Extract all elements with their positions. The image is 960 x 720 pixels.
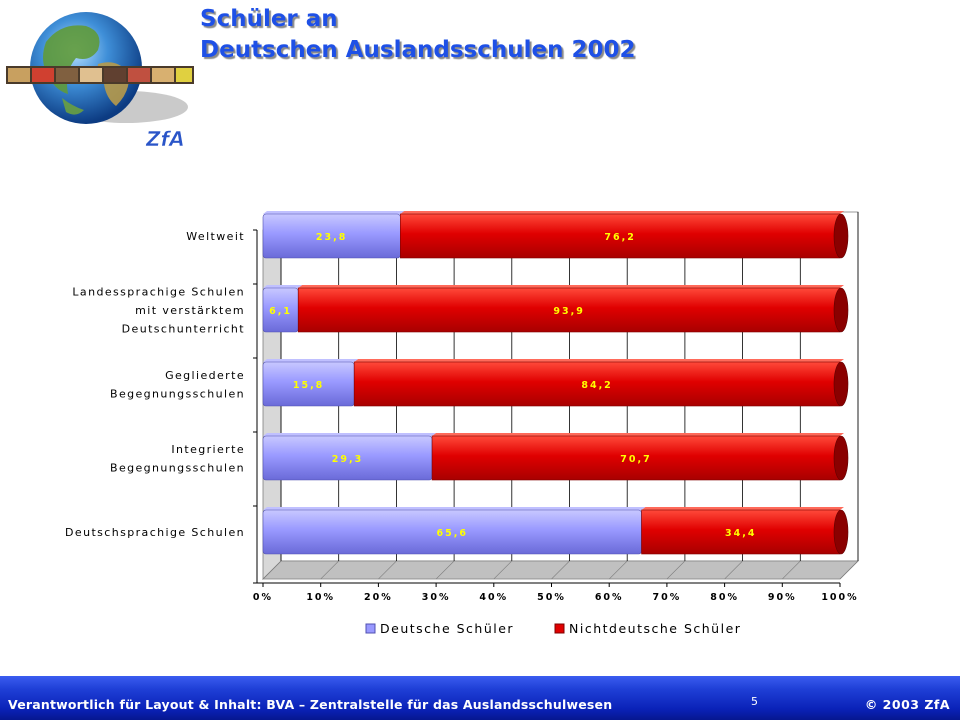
- x-tick-label: 70%: [653, 592, 682, 603]
- x-tick-label: 80%: [710, 592, 739, 603]
- copyright-text: © 2003 ZfA: [864, 697, 950, 712]
- data-label-deutsche: 29,3: [332, 454, 363, 465]
- floor-gridline: [378, 560, 397, 580]
- bar-top-deutsche: [263, 507, 646, 510]
- bar-end-cap: [833, 435, 849, 481]
- category-label: Deutschunterricht: [122, 323, 245, 336]
- category-label: Weltweit: [186, 230, 245, 243]
- x-tick-label: 20%: [364, 592, 393, 603]
- data-label-nichtdeutsche: 70,7: [620, 454, 651, 465]
- page-title-line-2: Deutschen Auslandsschulen 2002: [200, 37, 636, 63]
- logo-text: ZfA: [145, 127, 185, 151]
- bar-top-deutsche: [263, 211, 405, 214]
- x-tick-label: 90%: [768, 592, 797, 603]
- bar-end-cap: [833, 361, 849, 407]
- bar-nichtdeutsche: [297, 287, 841, 333]
- x-tick-label: 100%: [821, 592, 858, 603]
- legend-deutsche-swatch: [365, 623, 376, 634]
- x-tick-label: 50%: [537, 592, 566, 603]
- legend-deutsche-label: Deutsche Schüler: [380, 621, 514, 636]
- bar-nichtdeutsche: [353, 361, 841, 407]
- floor-gridline: [839, 560, 859, 580]
- category-label: mit verstärktem: [135, 304, 245, 317]
- bar-top-deutsche: [263, 285, 303, 288]
- category-label: Landessprachige Schulen: [72, 286, 245, 299]
- page-title: Schüler an Deutschen Auslandsschulen 200…: [200, 4, 635, 66]
- chart-legend: Deutsche Schüler Nichtdeutsche Schüler: [365, 621, 741, 636]
- bar-nichtdeutsche: [400, 213, 841, 259]
- data-label-nichtdeutsche: 76,2: [604, 232, 635, 243]
- bar-end-cap: [833, 213, 849, 259]
- legend-nichtdeutsche-label: Nichtdeutsche Schüler: [569, 621, 741, 636]
- data-label-deutsche: 65,6: [437, 528, 468, 539]
- floor-gridline: [608, 560, 628, 580]
- category-label: Integrierte: [171, 443, 245, 456]
- bar-nichtdeutsche: [641, 509, 841, 555]
- category-label: Begegnungsschulen: [110, 387, 245, 400]
- floor-gridline: [551, 560, 570, 580]
- footer-bar: Verantwortlich für Layout & Inhalt: BVA …: [0, 676, 960, 720]
- bar-end-cap: [833, 509, 849, 555]
- floor-gridline: [262, 560, 282, 580]
- x-tick-label: 60%: [595, 592, 624, 603]
- floor-gridline: [320, 560, 339, 580]
- page-number: 5: [751, 695, 758, 708]
- data-label-deutsche: 23,8: [316, 232, 347, 243]
- x-tick-label: 30%: [422, 592, 451, 603]
- data-label-nichtdeutsche: 84,2: [581, 380, 612, 391]
- data-label-nichtdeutsche: 93,9: [553, 306, 584, 317]
- zfa-globe-logo: ZfA: [6, 12, 194, 151]
- footer-credit-text: Verantwortlich für Layout & Inhalt: BVA …: [8, 697, 613, 712]
- data-label-nichtdeutsche: 34,4: [725, 528, 756, 539]
- floor-gridline: [435, 560, 455, 580]
- bar-top-nichtdeutsche: [354, 359, 844, 362]
- category-label: Gegliederte: [165, 369, 245, 382]
- legend-nichtdeutsche-swatch: [554, 623, 565, 634]
- bar-top-nichtdeutsche: [298, 285, 844, 288]
- bar-top-nichtdeutsche: [641, 507, 844, 510]
- bar-top-nichtdeutsche: [432, 433, 844, 436]
- category-label: Begegnungsschulen: [110, 461, 245, 474]
- data-label-deutsche: 6,1: [269, 306, 292, 317]
- floor-gridline: [782, 560, 801, 580]
- category-label: Deutschsprachige Schulen: [65, 526, 245, 539]
- floor-gridline: [724, 560, 743, 580]
- bar-nichtdeutsche: [431, 435, 841, 481]
- x-tick-label: 10%: [306, 592, 335, 603]
- floor-gridline: [666, 560, 686, 580]
- bar-top-deutsche: [263, 359, 359, 362]
- x-tick-label: 40%: [479, 592, 508, 603]
- photo-strip: [6, 66, 194, 84]
- bar-end-cap: [833, 287, 849, 333]
- data-label-deutsche: 15,8: [293, 380, 324, 391]
- bar-top-nichtdeutsche: [400, 211, 844, 214]
- floor-gridline: [493, 560, 513, 580]
- page-title-line-1: Schüler an: [200, 6, 338, 32]
- bar-top-deutsche: [263, 433, 437, 436]
- x-tick-label: 0%: [253, 592, 273, 603]
